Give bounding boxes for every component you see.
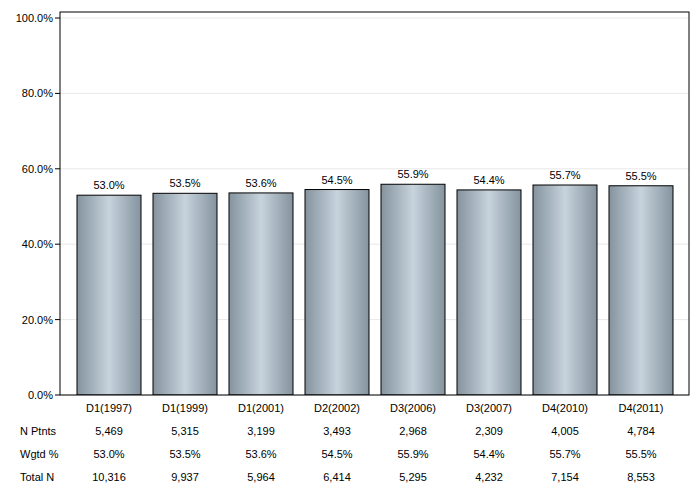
table-cell: 3,199 (247, 425, 275, 437)
category-label: D1(1999) (162, 402, 208, 414)
table-cell: 10,316 (92, 471, 126, 483)
bar (609, 186, 673, 395)
grid-line (60, 93, 689, 94)
category-label: D1(1997) (86, 402, 132, 414)
table-cell: 5,315 (171, 425, 199, 437)
category-label: D4(2010) (542, 402, 588, 414)
table-cell: 55.5% (625, 448, 656, 460)
data-label: 55.7% (549, 169, 580, 181)
bar (533, 185, 597, 395)
table-cell: 9,937 (171, 471, 199, 483)
table-cell: 55.9% (397, 448, 428, 460)
table-cell: 2,309 (475, 425, 503, 437)
table-cell: 54.4% (473, 448, 504, 460)
bar (457, 190, 521, 395)
category-label: D3(2006) (390, 402, 436, 414)
data-label: 55.9% (397, 168, 428, 180)
table-cell: 6,414 (323, 471, 351, 483)
table-cell: 2,968 (399, 425, 427, 437)
table-cell: 3,493 (323, 425, 351, 437)
table-cell: 53.6% (245, 448, 276, 460)
category-label: D3(2007) (466, 402, 512, 414)
table-cell: 54.5% (321, 448, 352, 460)
data-label: 54.5% (321, 174, 352, 186)
tick-label: 80.0% (22, 87, 53, 99)
tick-mark (55, 18, 60, 19)
tick-label: 40.0% (22, 238, 53, 250)
bar (305, 190, 369, 395)
table-cell: 5,469 (95, 425, 123, 437)
table-cell: 8,553 (627, 471, 655, 483)
tick-mark (55, 93, 60, 94)
background (0, 0, 700, 500)
bars (77, 184, 673, 395)
grid-line (60, 168, 689, 169)
table-cell: 5,964 (247, 471, 275, 483)
category-label: D2(2002) (314, 402, 360, 414)
row-label: N Ptnts (20, 425, 57, 437)
table-cell: 5,295 (399, 471, 427, 483)
data-label: 54.4% (473, 174, 504, 186)
table-cell: 7,154 (551, 471, 579, 483)
table-cell: 4,784 (627, 425, 655, 437)
grid-line (60, 18, 689, 19)
table-cell: 55.7% (549, 448, 580, 460)
table-cell: 53.5% (169, 448, 200, 460)
table-cell: 4,005 (551, 425, 579, 437)
bar (77, 195, 141, 395)
tick-label: 20.0% (22, 314, 53, 326)
tick-mark (55, 244, 60, 245)
data-label: 53.0% (93, 179, 124, 191)
tick-label: 100.0% (16, 12, 54, 24)
bar (229, 193, 293, 395)
data-label: 55.5% (625, 170, 656, 182)
category-label: D1(2001) (238, 402, 284, 414)
tick-label: 0.0% (28, 389, 53, 401)
bar (381, 184, 445, 395)
row-label: Total N (20, 471, 54, 483)
tick-mark (55, 319, 60, 320)
tick-mark (55, 395, 60, 396)
table-cell: 4,232 (475, 471, 503, 483)
row-label: Wgtd % (20, 448, 59, 460)
chart: 0.0% 20.0% 40.0% 60.0% 80.0% 100.0% 53.0% 53.5%… (0, 0, 700, 500)
data-label: 53.5% (169, 177, 200, 189)
category-label: D4(2011) (618, 402, 663, 414)
tick-label: 60.0% (22, 163, 53, 175)
data-label: 53.6% (245, 177, 276, 189)
tick-mark (55, 168, 60, 169)
bar (153, 193, 217, 395)
table-cell: 53.0% (93, 448, 124, 460)
plot-frame (60, 12, 689, 395)
